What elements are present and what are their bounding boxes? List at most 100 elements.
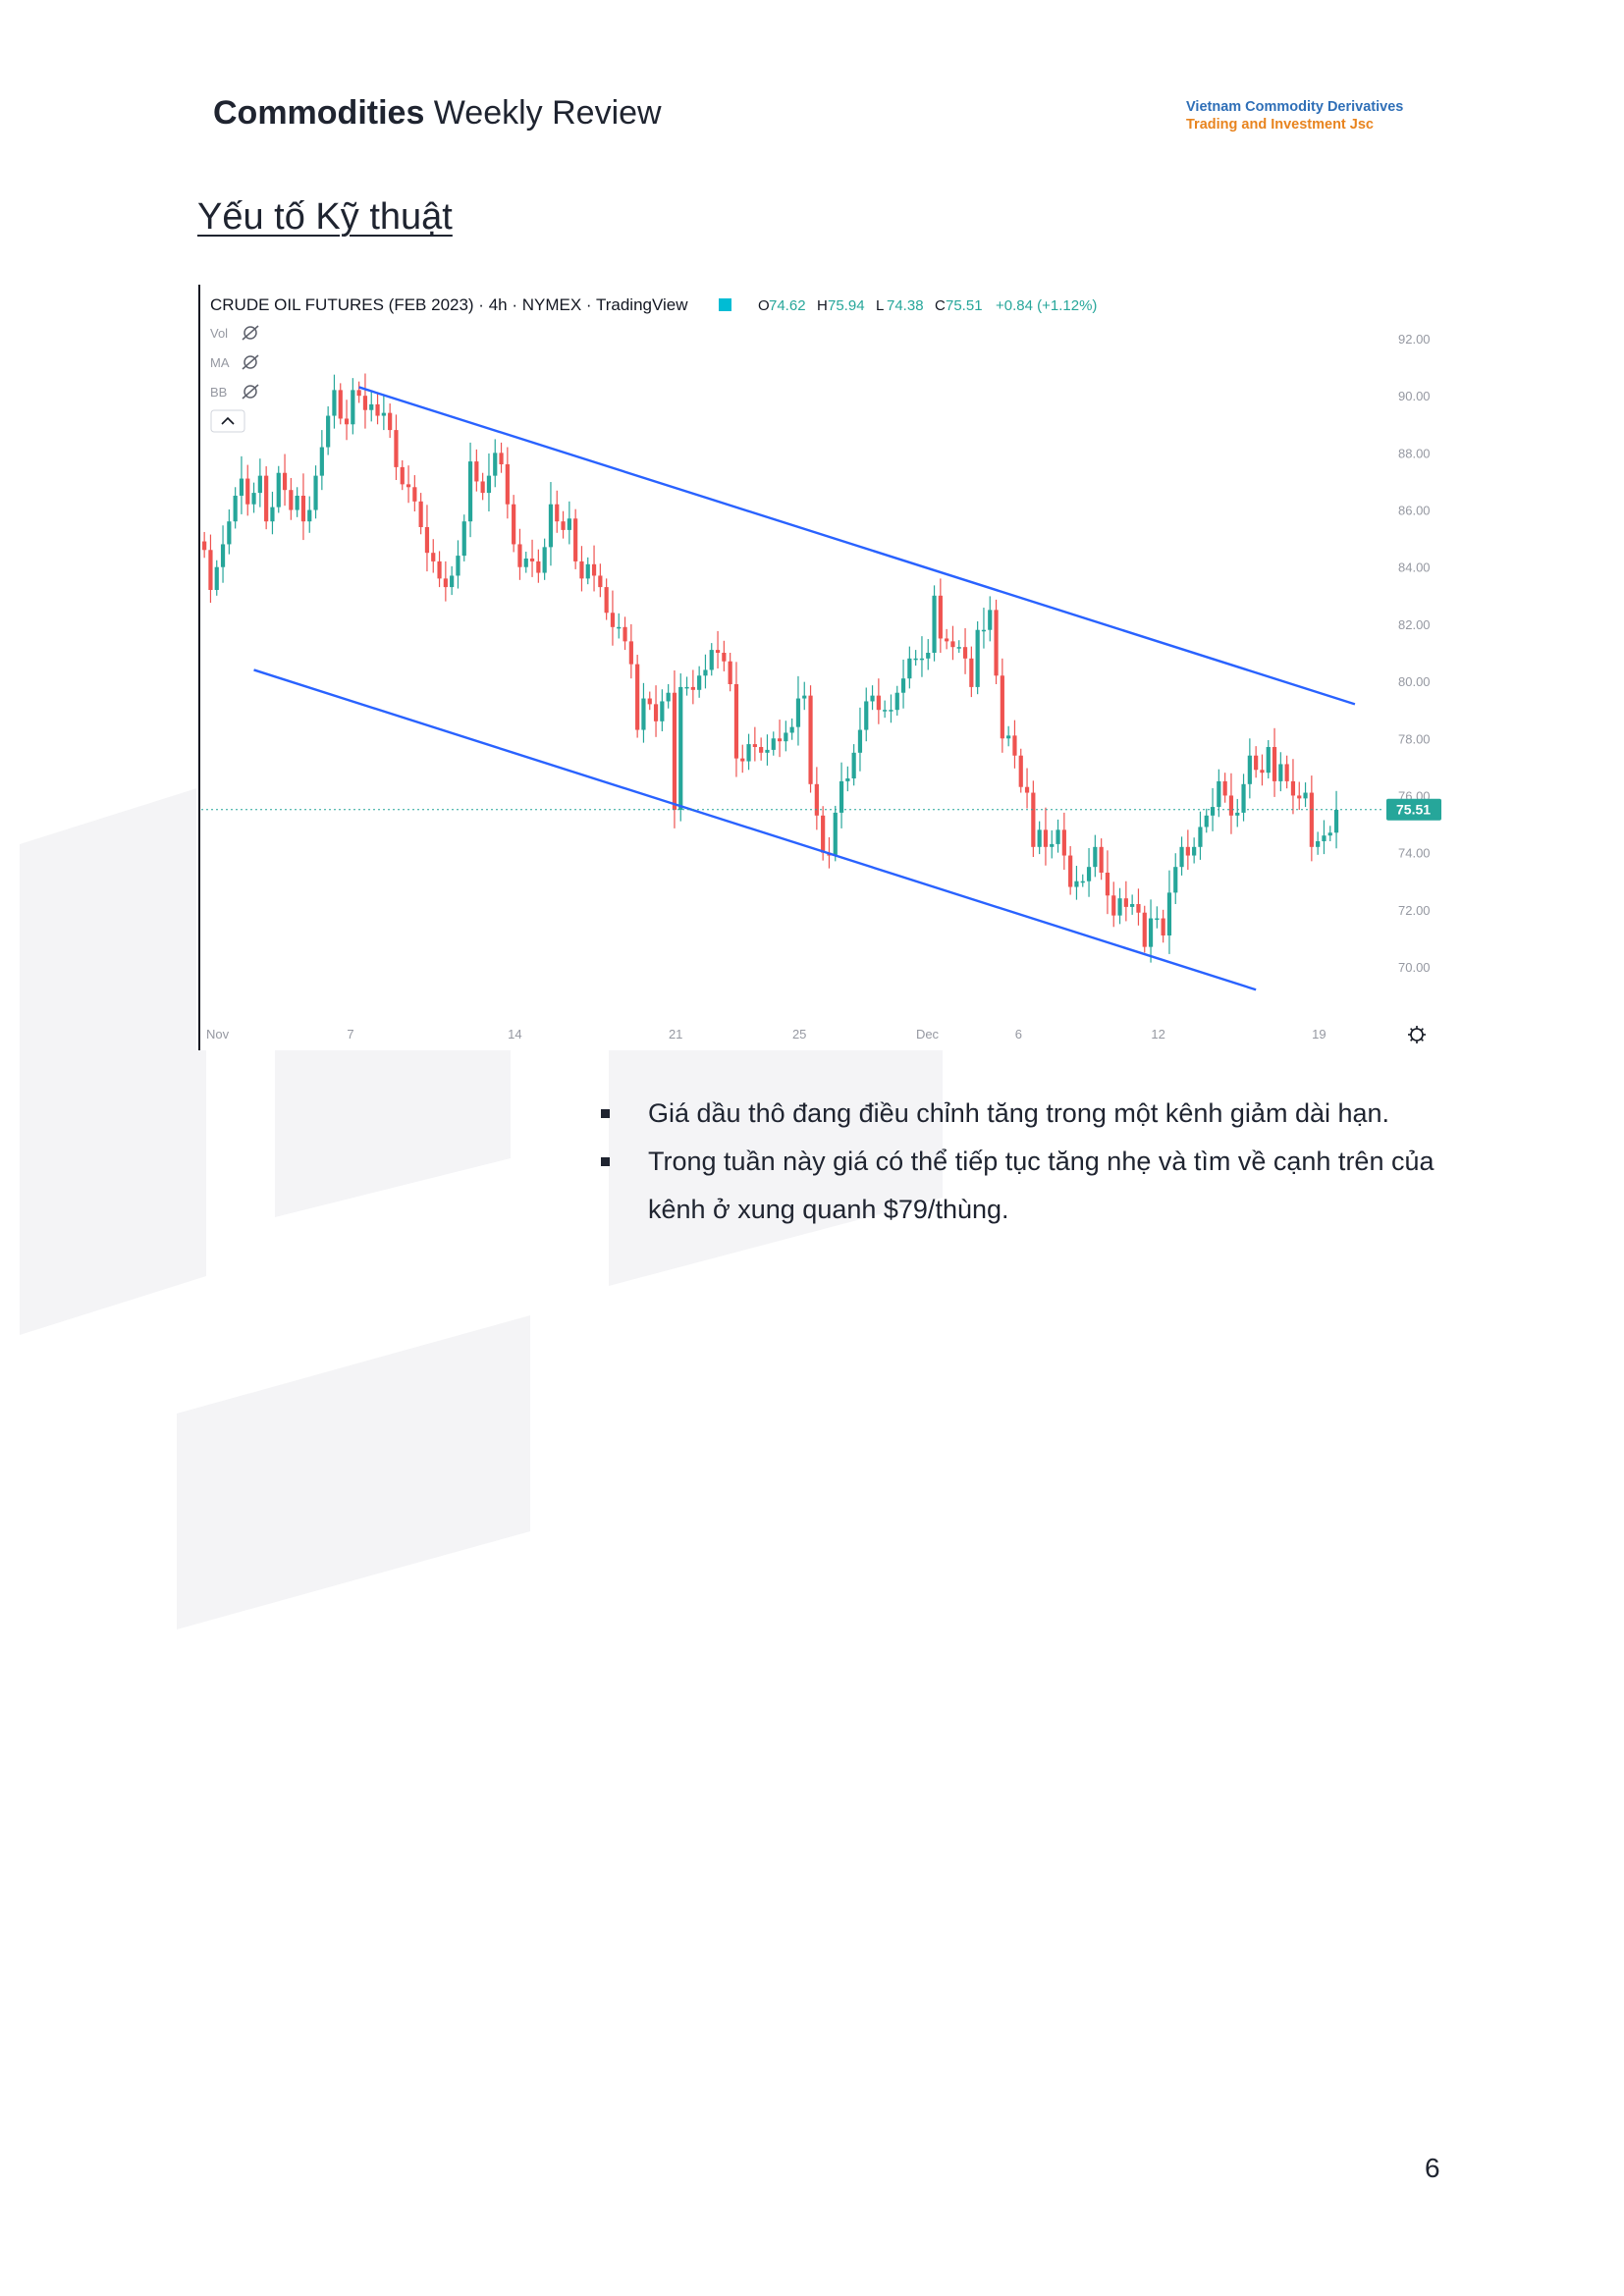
candle-body xyxy=(1204,815,1209,828)
candle-body xyxy=(351,390,355,425)
candle-body xyxy=(443,578,448,588)
candle-body xyxy=(220,544,226,567)
candle-body xyxy=(969,658,974,687)
candle-body xyxy=(703,669,708,676)
candle-body xyxy=(1056,829,1060,844)
x-tick-label: 19 xyxy=(1312,1027,1326,1041)
candle-body xyxy=(1192,846,1197,856)
candle-body xyxy=(808,695,813,784)
indicator-label-vol: Vol xyxy=(210,326,228,341)
hidden-eye-slash xyxy=(242,354,259,370)
company-logo-text: Vietnam Commodity Derivatives Trading an… xyxy=(1186,98,1403,133)
report-title: Commodities Weekly Review xyxy=(213,94,662,133)
y-tick-label: 88.00 xyxy=(1398,446,1431,460)
page-number: 6 xyxy=(1425,2153,1440,2183)
candle-body xyxy=(591,563,597,576)
y-tick-label: 90.00 xyxy=(1398,389,1431,403)
candle-body xyxy=(1093,846,1098,868)
candle-body xyxy=(493,453,498,476)
candle-body xyxy=(1217,780,1221,808)
gear-icon-tooth xyxy=(1420,1028,1424,1032)
candle-body xyxy=(981,629,987,632)
company-name-line1: Vietnam Commodity Derivatives xyxy=(1186,99,1404,115)
y-tick-label: 86.00 xyxy=(1398,504,1431,518)
candle-body xyxy=(1198,827,1203,847)
x-tick-label: Nov xyxy=(206,1027,230,1041)
candle-body xyxy=(1235,812,1240,816)
candle-body xyxy=(1024,786,1030,793)
candle-body xyxy=(369,403,374,410)
candle-body xyxy=(1086,867,1092,881)
candle-body xyxy=(1136,904,1141,913)
candle-body xyxy=(641,698,646,730)
ohlc-value-l: 74.38 xyxy=(887,297,924,314)
candle-body xyxy=(988,610,993,630)
y-tick-label: 72.00 xyxy=(1398,903,1431,918)
candle-body xyxy=(394,430,399,467)
candle-body xyxy=(1228,795,1234,816)
candle-body xyxy=(653,704,659,721)
candle-body xyxy=(1018,755,1023,787)
candle-body xyxy=(697,675,702,690)
candle-body xyxy=(962,647,968,659)
candle-body xyxy=(950,641,955,648)
candle-body xyxy=(1316,841,1321,847)
candle-body xyxy=(814,783,819,816)
candle-body xyxy=(251,493,256,505)
candle-body xyxy=(660,701,665,721)
hidden-eye-icon xyxy=(244,326,257,340)
candle-body xyxy=(375,403,380,416)
candle-body xyxy=(926,653,931,659)
candle-body xyxy=(1309,792,1314,847)
ohlc-key-l: L xyxy=(876,297,884,314)
candle-body xyxy=(994,610,999,676)
candle-body xyxy=(666,692,671,702)
candle-body xyxy=(239,478,244,496)
ohlc-value-o: 74.62 xyxy=(769,297,806,314)
candle-body xyxy=(765,749,770,753)
candle-body xyxy=(956,647,961,649)
candle-body xyxy=(512,504,516,545)
bullet-text: Trong tuần này giá có thể tiếp tục tăng … xyxy=(648,1147,1435,1224)
candle-body xyxy=(623,626,627,642)
tradingview-flag-icon xyxy=(719,298,731,311)
x-tick-label: Dec xyxy=(916,1027,940,1041)
candle-body xyxy=(771,738,776,750)
chevron-up-icon xyxy=(221,416,235,425)
candle-body xyxy=(709,650,714,670)
candle-body xyxy=(1043,829,1049,847)
candle-body xyxy=(264,475,269,522)
candle-body xyxy=(332,390,337,416)
candle-body xyxy=(505,464,510,505)
candle-body xyxy=(307,509,312,522)
x-tick-label: 25 xyxy=(792,1027,806,1041)
candle-body xyxy=(412,487,417,502)
bullet-item: Giá dầu thô đang điều chỉnh tăng trong m… xyxy=(589,1090,1453,1138)
candle-body xyxy=(715,650,721,653)
candle-body xyxy=(1290,780,1296,796)
candle-body xyxy=(845,778,850,781)
candle-body xyxy=(461,521,466,557)
candle-body xyxy=(362,396,368,410)
candle-body xyxy=(857,729,863,753)
candle-body xyxy=(1284,764,1289,781)
section-title: Yếu tố Kỹ thuật xyxy=(197,196,453,238)
candle-body xyxy=(889,710,893,712)
candle-body xyxy=(1166,892,1172,935)
candle-body xyxy=(214,566,219,590)
hidden-eye-icon xyxy=(244,355,257,369)
candle-body xyxy=(486,475,492,494)
candle-body xyxy=(833,812,838,856)
candle-body xyxy=(450,575,455,588)
ohlc-key-c: C xyxy=(935,297,946,314)
candle-body xyxy=(617,626,622,629)
y-tick-label: 74.00 xyxy=(1398,846,1431,861)
y-tick-label: 84.00 xyxy=(1398,561,1431,575)
candle-body xyxy=(529,559,535,561)
x-tick-label: 7 xyxy=(347,1027,353,1041)
candle-body xyxy=(1142,912,1147,947)
candle-body xyxy=(900,678,906,693)
candle-body xyxy=(1241,783,1246,813)
hidden-eye-slash xyxy=(242,325,259,341)
candle-body xyxy=(789,726,794,733)
